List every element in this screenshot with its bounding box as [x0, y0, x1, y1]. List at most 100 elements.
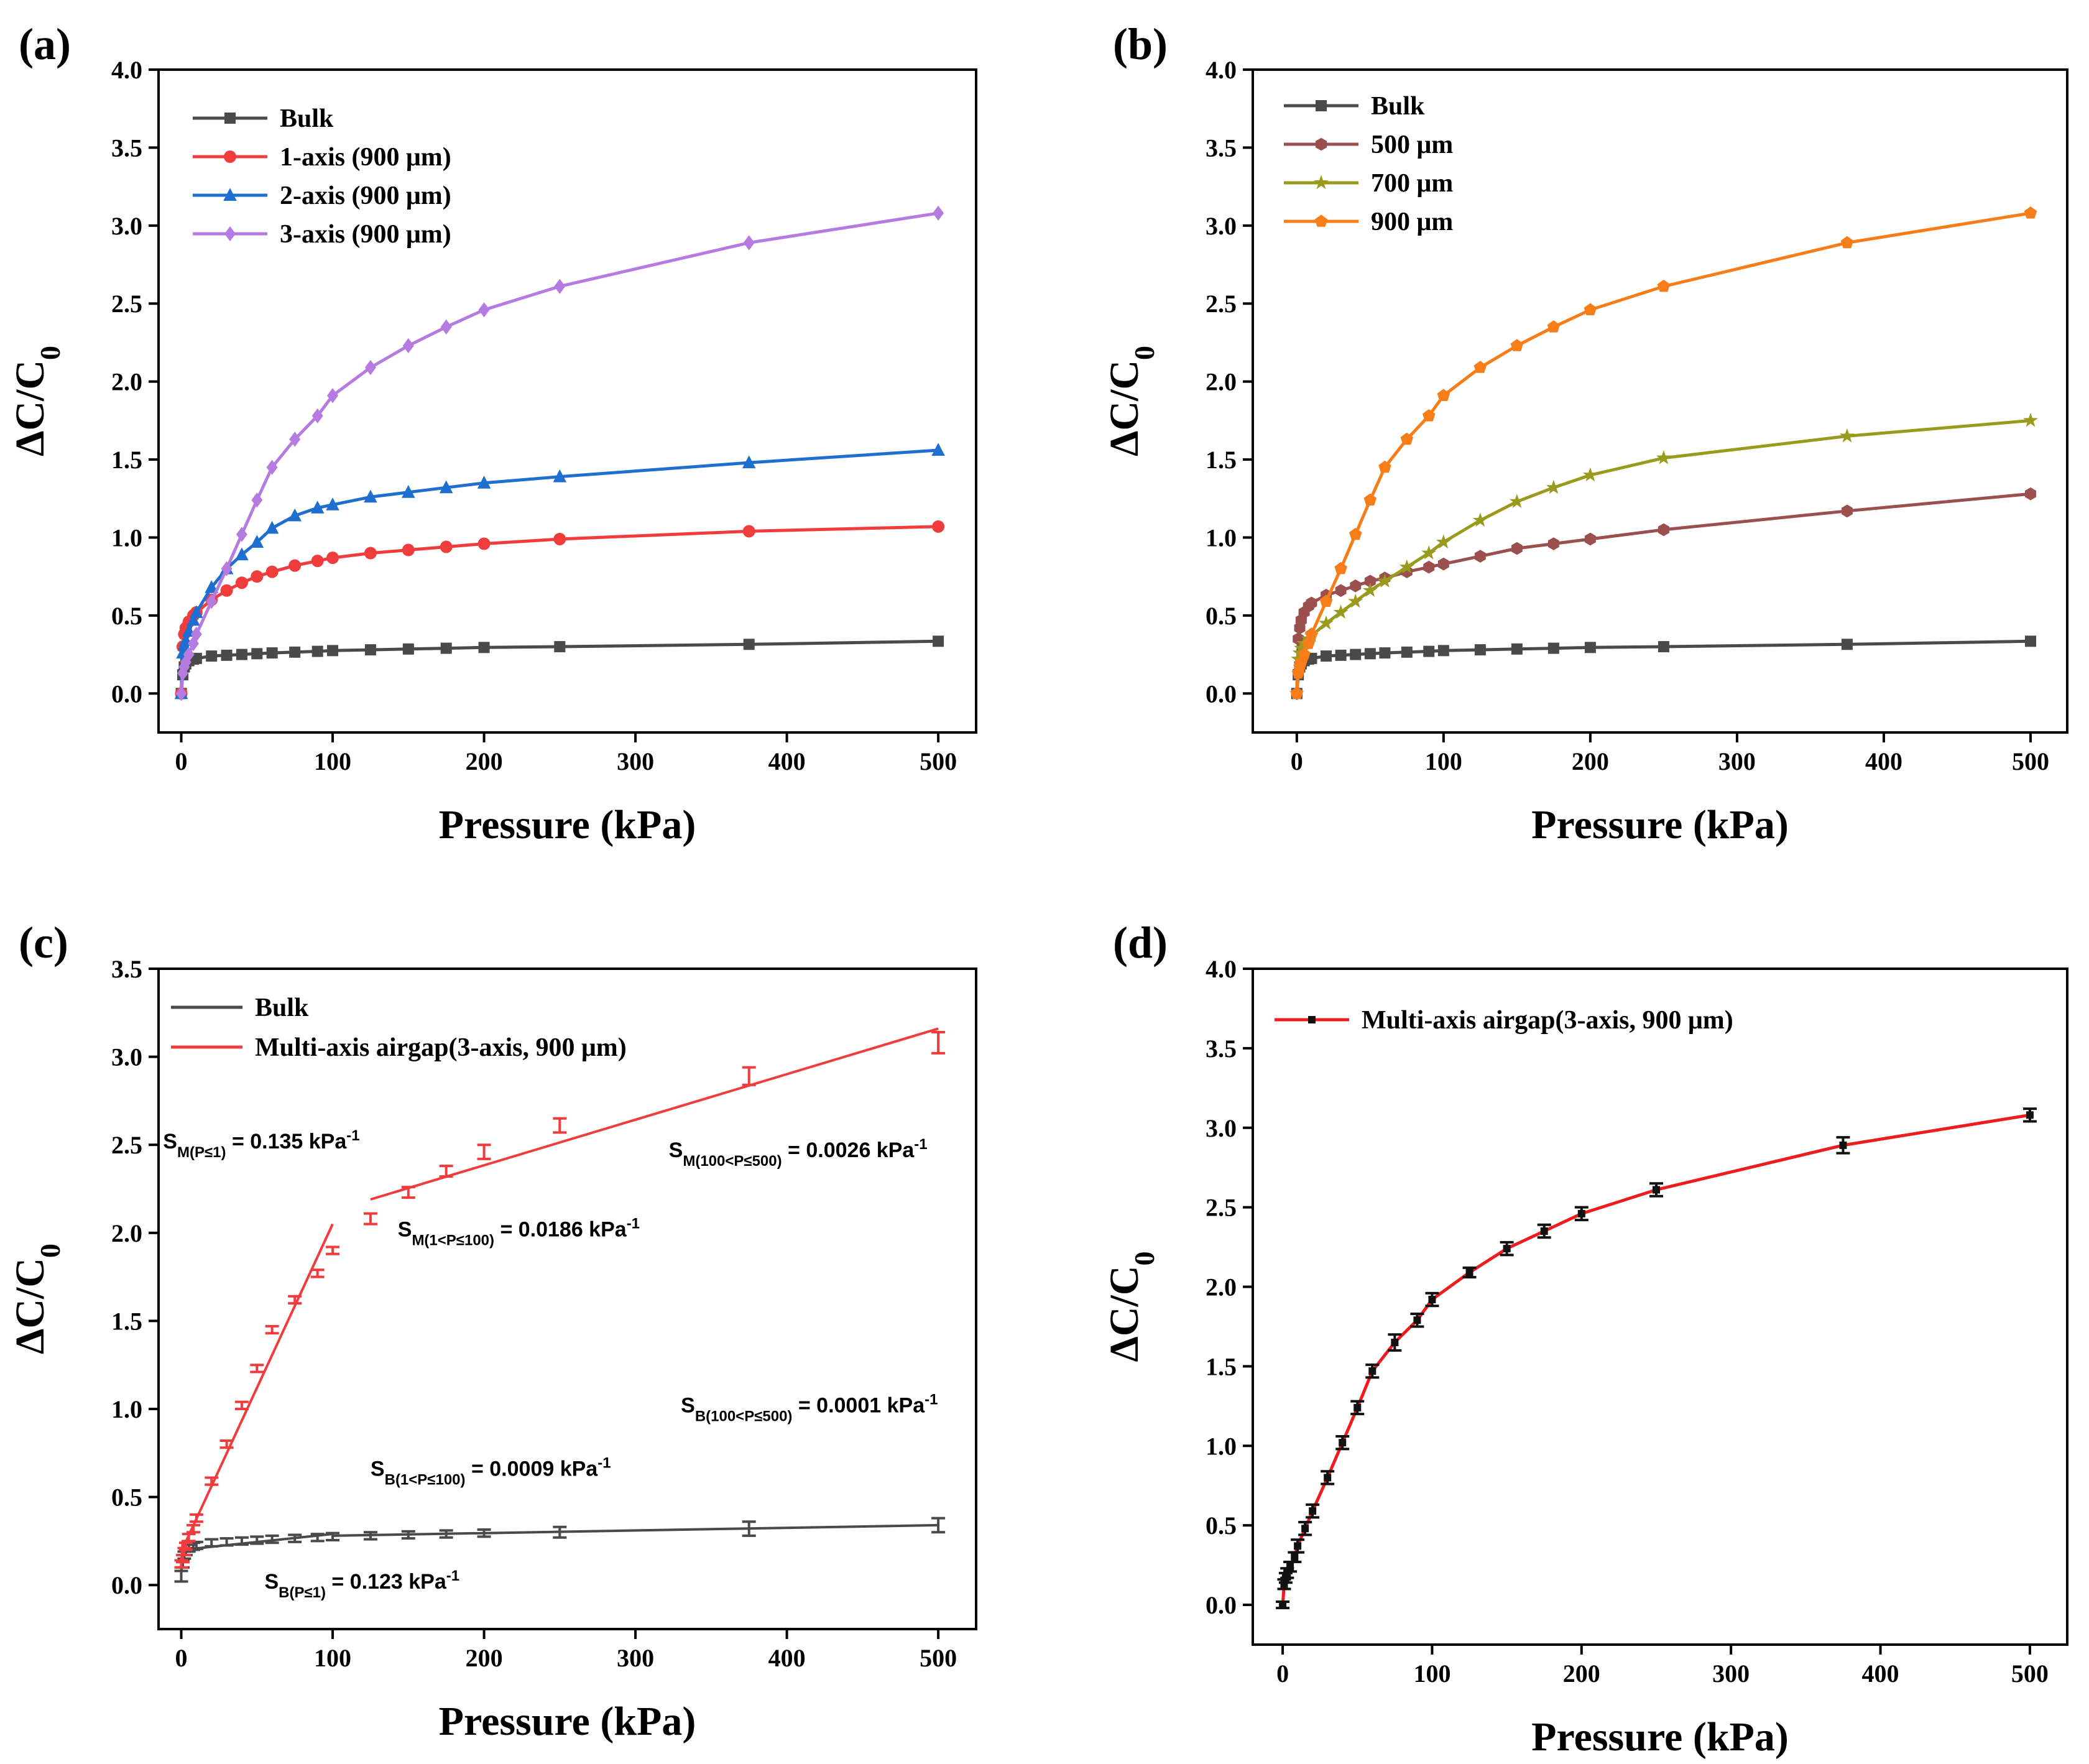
data-point	[289, 646, 301, 658]
y-axis-title: ΔC/C0	[1102, 346, 1160, 456]
data-point	[1309, 1507, 1317, 1515]
y-tick-label: 2.5	[111, 290, 142, 318]
data-point	[288, 508, 302, 522]
y-axis-title: ΔC/C0	[7, 1244, 66, 1354]
data-point	[1423, 409, 1436, 422]
data-point	[440, 319, 452, 335]
legend-swatch-marker	[224, 113, 236, 124]
series-3-axis-900-m	[175, 205, 944, 701]
y-tick-label: 2.5	[1206, 1194, 1237, 1222]
data-point	[2024, 635, 2036, 647]
y-tick-label: 3.5	[111, 134, 142, 162]
legend-entry-700-m: 700 μm	[1284, 169, 1453, 198]
y-tick-label: 1.5	[111, 446, 142, 474]
data-point	[402, 643, 414, 655]
data-point	[931, 443, 945, 456]
data-point	[1658, 641, 1669, 653]
data-point	[1298, 647, 1311, 660]
legend-entry-2-axis-900-m: 2-axis (900 μm)	[193, 182, 451, 210]
panel-b: 0 100 200 300 400 500 0.0 0.5 1.0 1.5 2.0 2.5 3.0 3.5…	[1102, 19, 2068, 847]
data-point	[310, 501, 325, 514]
data-point	[554, 641, 566, 653]
data-point	[364, 359, 376, 376]
y-tick-label: 2.5	[111, 1131, 142, 1159]
data-point	[742, 455, 756, 469]
data-point-errorbar	[326, 1245, 340, 1255]
data-point-errorbar	[477, 1143, 491, 1160]
y-tick-label: 4.0	[1206, 56, 1237, 84]
y-tick-label: 1.5	[111, 1307, 142, 1335]
data-point	[327, 645, 339, 657]
data-point	[1423, 645, 1435, 657]
x-tick-label: 0	[175, 1644, 188, 1672]
data-point	[742, 525, 755, 538]
x-tick-label: 400	[768, 747, 806, 775]
data-point	[1656, 450, 1671, 464]
y-tick-label: 0.0	[1206, 680, 1237, 708]
data-point	[1437, 645, 1449, 657]
x-tick-label: 500	[920, 747, 957, 775]
data-point	[183, 647, 195, 662]
data-point-errorbar	[553, 1117, 567, 1134]
data-point	[235, 576, 248, 589]
data-point	[478, 302, 490, 318]
fit-line	[370, 1027, 939, 1201]
data-point	[1465, 1268, 1473, 1277]
data-point	[1319, 615, 1334, 630]
data-point	[1306, 596, 1317, 610]
x-tick-label: 300	[1712, 1660, 1750, 1688]
data-point	[743, 235, 755, 251]
y-tick-label: 0.5	[1206, 1512, 1237, 1540]
x-tick-label: 100	[314, 1644, 351, 1672]
data-point-errorbar	[742, 1066, 756, 1086]
data-point	[402, 338, 414, 354]
legend-label: 700 μm	[1371, 169, 1453, 198]
series-2-axis-900-m	[174, 443, 945, 700]
data-point	[1324, 1474, 1332, 1482]
data-point	[1353, 1403, 1362, 1411]
data-point	[440, 540, 453, 553]
sensitivity-annotation: SB(P≤1) = 0.123 kPa-1	[264, 1567, 459, 1600]
sensitivity-annotation: SM(P≤1) = 0.135 kPa-1	[163, 1127, 359, 1160]
legend-entry-bulk: Bulk	[171, 994, 309, 1022]
data-point	[1362, 583, 1378, 597]
data-point	[1301, 1525, 1309, 1533]
data-point	[478, 642, 490, 653]
data-point-errorbar	[250, 1364, 264, 1374]
x-tick-label: 0	[1276, 1660, 1289, 1688]
data-point	[1546, 479, 1561, 494]
legend-swatch-marker	[1308, 1016, 1316, 1023]
y-tick-label: 3.5	[1206, 134, 1237, 162]
data-point	[1378, 460, 1391, 473]
y-tick-label: 3.0	[1206, 1114, 1237, 1142]
data-point	[327, 388, 338, 404]
data-point	[1290, 686, 1304, 699]
sensitivity-annotation: SM(1<P≤100) = 0.0186 kPa-1	[398, 1215, 640, 1249]
data-point	[1423, 560, 1435, 574]
x-tick-label: 0	[175, 747, 188, 775]
y-tick-label: 1.5	[1206, 1352, 1237, 1380]
series-1-axis-900-m	[175, 520, 945, 700]
legend-label: Bulk	[280, 104, 334, 133]
data-point	[1421, 545, 1437, 560]
data-point	[1577, 1209, 1585, 1217]
legend-swatch-marker	[1316, 137, 1327, 151]
y-tick-label: 1.5	[1206, 446, 1237, 474]
data-point	[439, 480, 453, 494]
data-point	[251, 570, 264, 583]
legend-entry-500-m: 500 μm	[1284, 131, 1453, 159]
x-tick-label: 100	[1413, 1660, 1450, 1688]
data-point	[440, 642, 452, 654]
plot-frame	[157, 68, 977, 734]
data-point	[288, 559, 302, 572]
data-point-errorbar	[265, 1324, 279, 1335]
data-point	[250, 535, 264, 548]
legend-label: 2-axis (900 μm)	[280, 182, 451, 210]
data-point	[1474, 550, 1486, 563]
data-point	[1391, 1339, 1399, 1347]
data-point	[1333, 604, 1349, 619]
data-point	[1584, 642, 1596, 653]
plot-frame	[1252, 68, 2068, 734]
data-point	[221, 561, 233, 576]
series-bulk	[174, 1517, 946, 1583]
